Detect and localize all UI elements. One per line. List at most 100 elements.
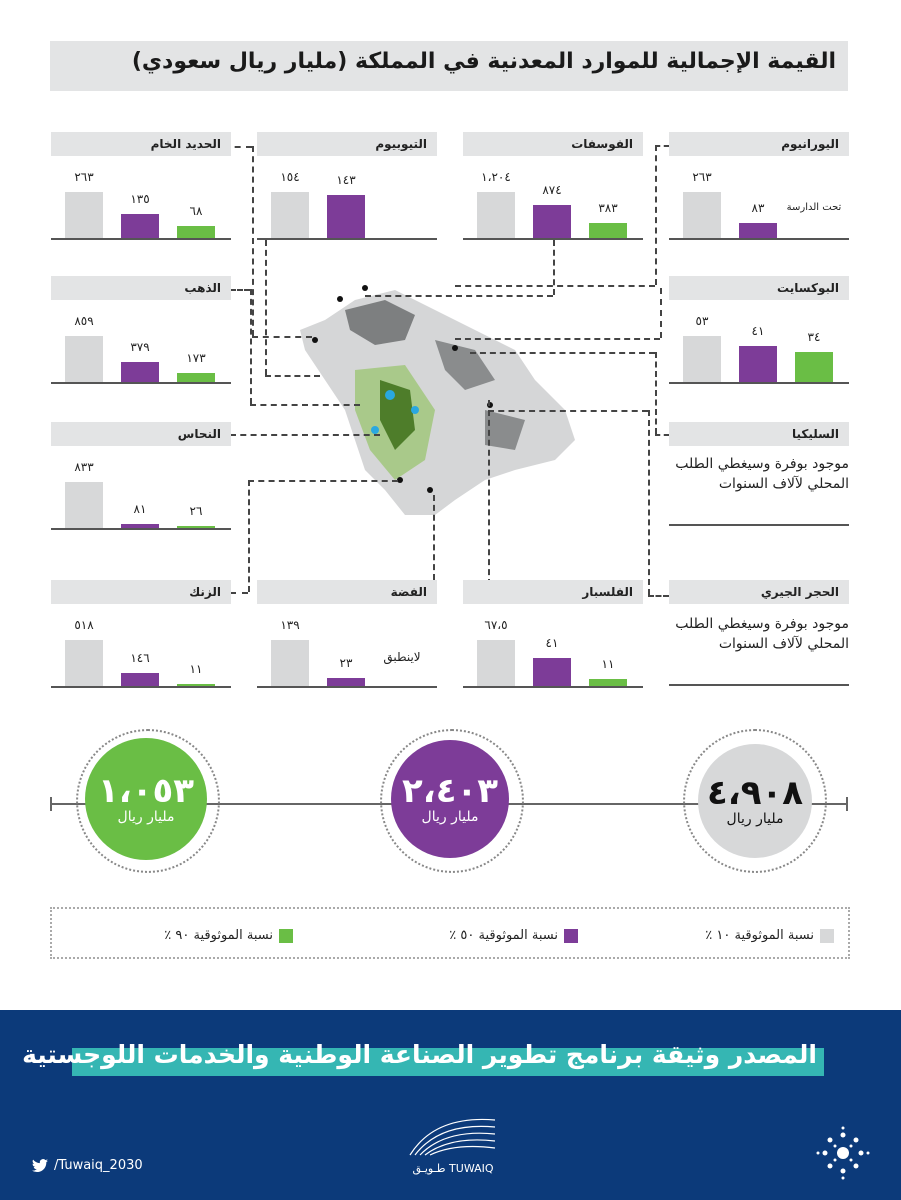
map-marker	[385, 390, 395, 400]
bar-confidence-50	[327, 678, 365, 686]
baseline	[669, 238, 849, 240]
value-label: ٨١	[133, 502, 147, 516]
bar-confidence-50	[121, 214, 159, 238]
panel-phosphate: الفوسفات ١،٢٠٤ ٨٧٤ ٣٨٣	[463, 132, 643, 242]
panel-title: الحديد الخام	[51, 132, 231, 156]
value-label: ٤١	[545, 636, 559, 650]
leader-line	[265, 375, 320, 377]
leader-line	[365, 295, 553, 297]
map-land	[300, 290, 575, 515]
value-label: ٨٥٩	[74, 314, 94, 328]
baseline	[51, 528, 231, 530]
baseline	[51, 238, 231, 240]
bar-confidence-50	[327, 195, 365, 238]
total-unit: مليار ريال	[726, 811, 784, 827]
map-marker	[411, 406, 419, 414]
bar-confidence-10	[271, 192, 309, 238]
value-label: ٨٧٤	[542, 183, 562, 197]
leader-line	[230, 289, 250, 291]
twitter-icon	[32, 1158, 48, 1172]
legend-swatch	[820, 928, 834, 943]
leader-line	[252, 146, 254, 336]
bar-confidence-50	[121, 673, 159, 686]
value-label: ٢٦٣	[74, 170, 94, 184]
bar-confidence-50	[121, 524, 159, 528]
value-label: ٨٣	[751, 201, 765, 215]
bar-confidence-90	[177, 684, 215, 686]
panel-copper: النحاس ٨٣٣ ٨١ ٢٦	[51, 422, 231, 532]
bar-confidence-90	[177, 526, 215, 528]
value-label: لاينطبق	[383, 650, 421, 664]
bar-confidence-50	[739, 223, 777, 238]
axis-tick	[50, 797, 52, 811]
legend-label: نسبة الموثوقية ٩٠ ٪	[164, 928, 273, 943]
title-bar: القيمة الإجمالية للموارد المعدنية في الم…	[50, 41, 848, 91]
baseline	[257, 238, 437, 240]
value-label: ١١	[189, 662, 203, 676]
chart-title: القيمة الإجمالية للموارد المعدنية في الم…	[131, 49, 836, 74]
value-label: ١٣٩	[280, 618, 300, 632]
leader-line	[212, 146, 252, 148]
value-label: ٣٨٣	[598, 201, 618, 215]
leader-line	[655, 434, 669, 436]
bar-confidence-10	[271, 640, 309, 686]
value-label: ٤١	[751, 324, 765, 338]
total-unit: مليار ريال	[117, 809, 175, 825]
panel-title: الفضة	[257, 580, 437, 604]
panel-silver: الفضة ١٣٩ ٢٣ لاينطبق	[257, 580, 437, 690]
value-label: ١٣٥	[130, 192, 150, 206]
value-label: ٨٣٣	[74, 460, 94, 474]
bar-confidence-50	[739, 346, 777, 382]
saudi-map	[300, 285, 575, 515]
leader-line	[250, 289, 252, 404]
total-value: ١،٠٥٣	[98, 771, 194, 811]
bar-confidence-10	[65, 192, 103, 238]
panel-title: الذهب	[51, 276, 231, 300]
panel-title: السليكيا	[669, 422, 849, 446]
leader-line	[265, 240, 267, 375]
bar-confidence-10	[477, 640, 515, 686]
value-label: ٦٨	[189, 204, 203, 218]
panel-silica: السليكيا موجود بوفرة وسيغطي الطلب المحلي…	[669, 422, 849, 532]
tuwaiq-logo-icon	[409, 1118, 496, 1156]
panel-feldspar: الفلسبار ٦٧،٥ ٤١ ١١	[463, 580, 643, 690]
total-confidence-50: ٢،٤٠٣ مليار ريال	[391, 740, 509, 858]
leader-line	[230, 434, 380, 436]
value-label: ٢٦٣	[692, 170, 712, 184]
value-label: ٢٦	[189, 504, 203, 518]
legend-label: نسبة الموثوقية ٥٠ ٪	[449, 928, 558, 943]
panel-title: الفوسفات	[463, 132, 643, 156]
total-value: ٤،٩٠٨	[707, 773, 803, 813]
panel-title: الفلسبار	[463, 580, 643, 604]
twitter-handle[interactable]: /Tuwaiq_2030	[32, 1158, 143, 1173]
leader-line	[248, 480, 250, 592]
baseline	[51, 382, 231, 384]
bar-confidence-90	[795, 352, 833, 382]
bar-confidence-10	[683, 192, 721, 238]
value-label: ١،٢٠٤	[481, 170, 511, 184]
leader-line	[655, 145, 657, 285]
footer	[0, 1010, 901, 1200]
panel-gold: الذهب ٨٥٩ ٣٧٩ ١٧٣	[51, 276, 231, 386]
bar-confidence-50	[121, 362, 159, 382]
panel-note: موجود بوفرة وسيغطي الطلب المحلي لآلاف ال…	[675, 456, 849, 492]
bar-confidence-10	[65, 336, 103, 382]
bar-confidence-10	[65, 640, 103, 686]
panel-limestone: الحجر الجيري موجود بوفرة وسيغطي الطلب ال…	[669, 580, 849, 690]
baseline	[51, 686, 231, 688]
panel-bauxite: البوكسايت ٥٣ ٤١ ٣٤	[669, 276, 849, 386]
leader-line	[455, 338, 660, 340]
bar-confidence-90	[589, 223, 627, 238]
value-label: ٥١٨	[74, 618, 94, 632]
value-label: ١١	[601, 657, 615, 671]
legend-item: نسبة الموثوقية ١٠ ٪	[705, 928, 834, 943]
map-site	[312, 337, 318, 343]
value-label: ٥٣	[695, 314, 709, 328]
baseline	[257, 686, 437, 688]
bar-confidence-10	[477, 192, 515, 238]
value-label: تحت الدارسة	[786, 202, 842, 213]
map-region	[485, 410, 525, 450]
baseline	[463, 686, 643, 688]
baseline	[669, 684, 849, 686]
map-site	[427, 487, 433, 493]
